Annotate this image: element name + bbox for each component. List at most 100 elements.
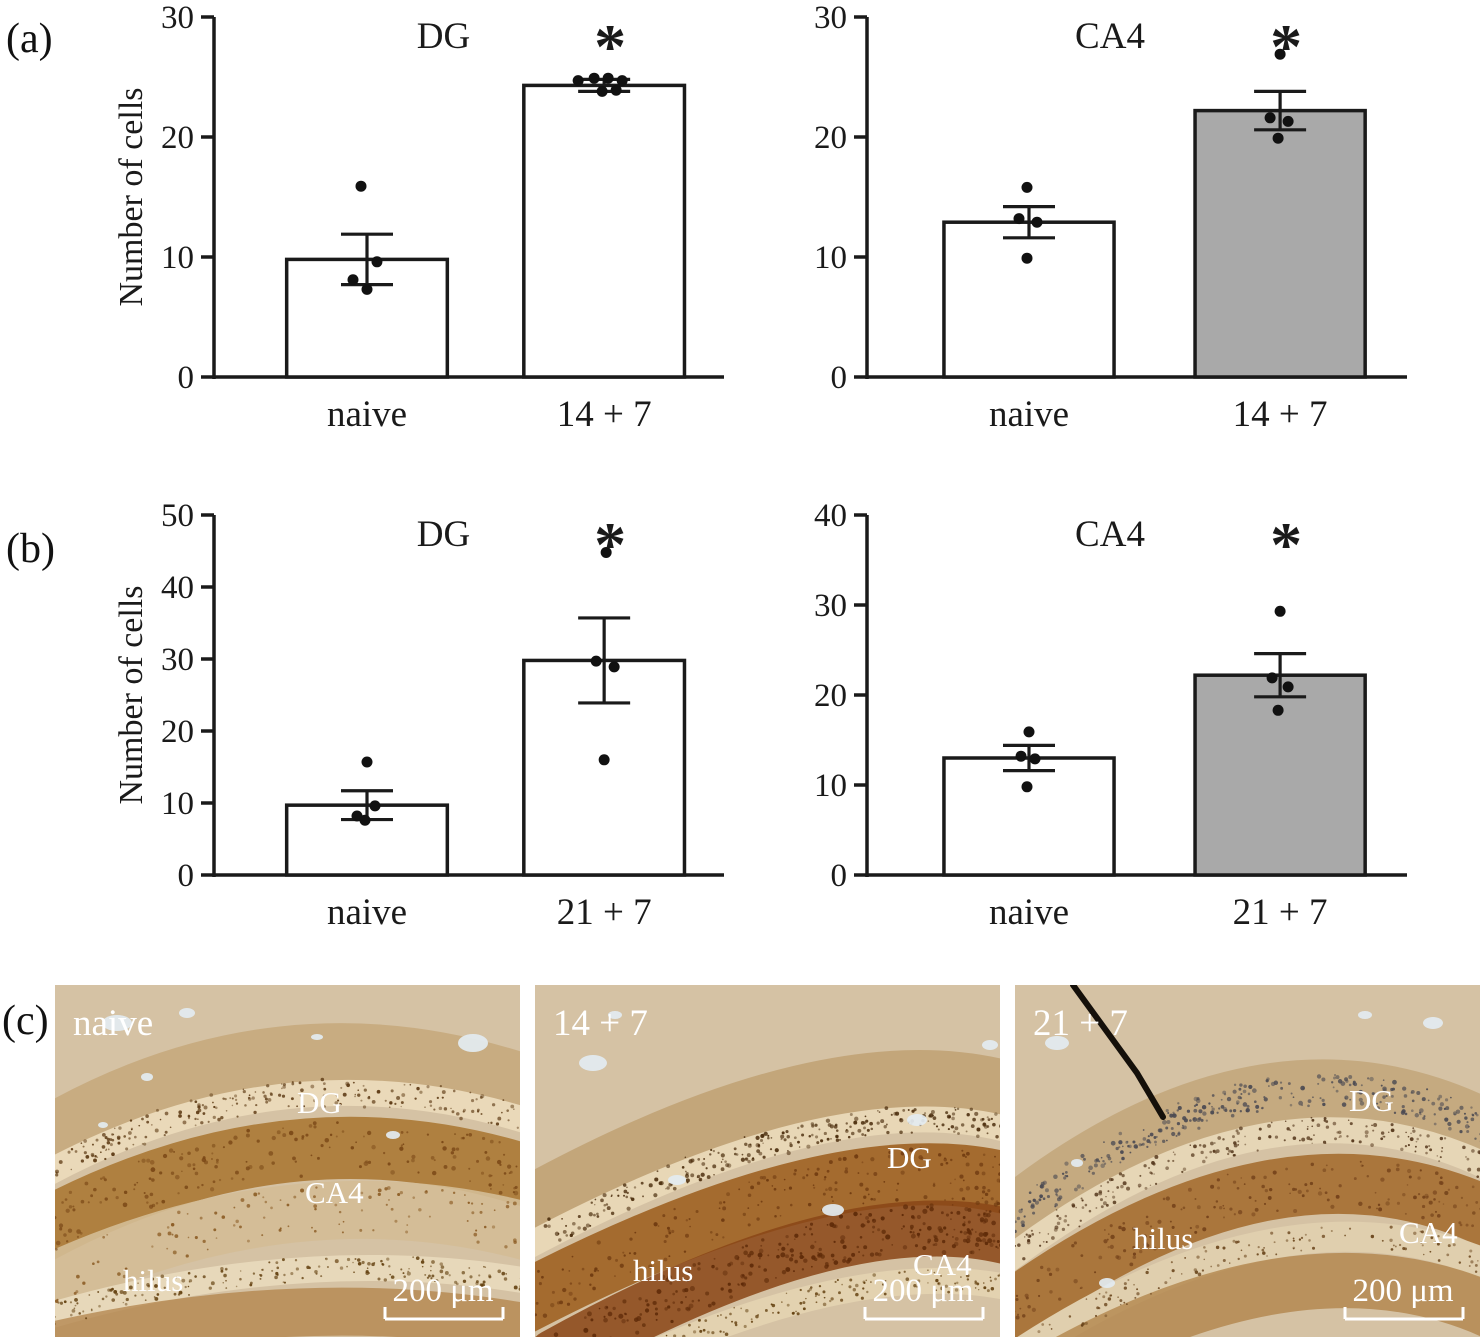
data-point (1023, 726, 1035, 738)
region-label-ca4: CA4 (913, 1247, 972, 1282)
error-bar (1254, 652, 1307, 699)
y-tick-label: 50 (161, 500, 194, 534)
blood-vessel (179, 1008, 195, 1018)
y-tick-label: 40 (814, 500, 847, 534)
blood-vessel (907, 1114, 927, 1126)
category-label: naive (989, 892, 1069, 933)
y-tick-label: 30 (161, 2, 194, 36)
region-label-ca4: CA4 (1399, 1215, 1458, 1250)
blood-vessel (668, 1175, 686, 1185)
blood-vessel (141, 1073, 153, 1081)
data-point (359, 814, 371, 826)
blood-vessel (1071, 1159, 1083, 1167)
data-point (1282, 115, 1294, 127)
data-point (371, 256, 383, 268)
histology-image-naive: naive DG CA4 hilus 200 μm (55, 985, 520, 1337)
data-point (361, 756, 373, 768)
region-label-hilus: hilus (123, 1263, 183, 1298)
y-tick-label: 30 (161, 642, 194, 678)
region-label-dg: DG (297, 1085, 342, 1120)
blood-vessel (608, 1011, 622, 1019)
data-point (355, 180, 367, 192)
scale-bar (383, 1307, 505, 1321)
y-tick-label: 10 (161, 786, 194, 822)
chart-title: DG (417, 16, 470, 57)
blood-vessel (98, 1122, 108, 1128)
bar-a_ca4-0 (942, 220, 1116, 379)
y-axis-title: Number of cells (113, 87, 150, 306)
data-point (598, 754, 610, 766)
bar-b_ca4-0 (942, 756, 1116, 877)
y-tick-label: 0 (831, 360, 848, 396)
data-point (1272, 704, 1284, 716)
condition-label: 21 + 7 (1033, 1003, 1128, 1044)
y-tick-label: 20 (161, 120, 194, 156)
chart-title: CA4 (1075, 514, 1145, 555)
error-bar (1003, 743, 1055, 773)
bar-a_ca4-1 (1193, 108, 1367, 379)
category-label: 21 + 7 (1233, 892, 1328, 933)
y-tick-label: 0 (831, 858, 848, 894)
data-point (608, 661, 620, 673)
chart-title: CA4 (1075, 16, 1145, 57)
blood-vessel (1423, 1017, 1443, 1029)
bar-b_ca4-1 (1193, 673, 1367, 877)
data-point (616, 75, 628, 87)
data-point (369, 800, 381, 812)
data-point (1021, 252, 1033, 264)
y-tick-label: 20 (814, 678, 847, 714)
tissue-band (1017, 1221, 1480, 1337)
data-point (361, 283, 373, 295)
tissue-crack (1070, 985, 1166, 1120)
y-tick-label: 10 (814, 240, 847, 276)
scale-bar (1343, 1307, 1465, 1321)
scale-bar-label: 200 μm (392, 1273, 493, 1309)
scale-bar (863, 1307, 985, 1321)
data-point (1013, 213, 1025, 225)
data-point (1015, 750, 1027, 762)
data-point (1282, 681, 1294, 693)
tissue-speckles (543, 1106, 1000, 1242)
bar-chart-a-dg: 0 10 20 30 Number of cells DG naive 14 + 7 * (113, 2, 724, 435)
data-point (600, 546, 612, 558)
tissue-band (1015, 1059, 1480, 1271)
data-point (602, 72, 614, 84)
data-point (590, 655, 602, 667)
blood-vessel (386, 1131, 400, 1139)
tissue-band (55, 1180, 520, 1313)
scale-bar-label: 200 μm (1352, 1273, 1453, 1309)
y-tick-label: 10 (161, 240, 194, 276)
histology-image-14-7: 14 + 7 DG CA4 hilus 200 μm (535, 985, 1000, 1337)
tissue-speckles (1015, 1073, 1480, 1234)
data-point (1272, 132, 1284, 144)
region-label-dg: DG (1349, 1083, 1394, 1118)
y-tick-label: 30 (814, 588, 847, 624)
blood-vessel (102, 1015, 132, 1031)
tissue-speckles (665, 1269, 1000, 1337)
data-point (1031, 216, 1043, 228)
chart-title: DG (417, 514, 470, 555)
category-label: naive (989, 394, 1069, 435)
tissue-speckles (1015, 1116, 1480, 1261)
y-tick-label: 40 (161, 570, 194, 606)
condition-label: naive (73, 1003, 153, 1044)
data-point (596, 85, 608, 97)
blood-vessel (982, 1040, 998, 1050)
error-bar (1254, 89, 1307, 132)
region-label-hilus: hilus (633, 1253, 693, 1288)
bar-chart-b-dg: 0 10 20 30 40 50 Number of cells DG naive 21 + 7 * (113, 500, 724, 933)
tissue-speckles (55, 1256, 520, 1326)
tissue-speckles (553, 1203, 1000, 1337)
data-point (1274, 605, 1286, 617)
y-tick-label: 0 (178, 858, 195, 894)
panel-label-a: (a) (6, 16, 53, 62)
scale-bar-label: 200 μm (872, 1273, 973, 1309)
data-point (1029, 753, 1041, 765)
blood-vessel (1045, 1036, 1069, 1050)
bar-a_dg-1 (522, 83, 687, 379)
panel-label-c: (c) (2, 998, 49, 1044)
tissue-band (535, 1050, 1000, 1249)
significance-asterisk: * (594, 509, 626, 580)
error-bar (578, 616, 631, 705)
